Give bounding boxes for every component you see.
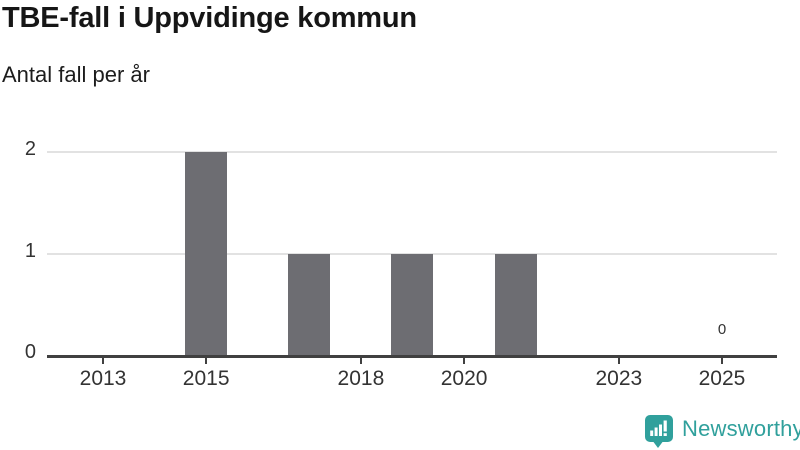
bar-2017 bbox=[288, 253, 331, 355]
x-axis-tick-label: 2018 bbox=[337, 367, 385, 390]
x-axis-tick bbox=[617, 358, 620, 364]
newsworthy-logo: Newsworthy bbox=[644, 413, 800, 449]
x-axis-tick bbox=[720, 358, 723, 364]
newsworthy-wordmark: Newsworthy bbox=[682, 416, 800, 441]
x-axis-tick bbox=[102, 358, 104, 364]
chart-title: TBE-fall i Uppvidinge kommun bbox=[2, 2, 417, 34]
gridline bbox=[47, 151, 777, 153]
bar-2019 bbox=[391, 253, 434, 355]
y-axis-tick-label: 0 bbox=[24, 341, 36, 363]
newsworthy-bar-chart-speech-bubble-icon bbox=[645, 414, 673, 448]
chart-subtitle: Antal fall per år bbox=[2, 62, 150, 87]
x-axis-tick bbox=[205, 358, 208, 364]
bar-2021 bbox=[494, 253, 537, 355]
x-axis-tick bbox=[463, 358, 466, 364]
x-axis-tick-label: 2025 bbox=[698, 367, 746, 390]
y-axis-tick-label: 1 bbox=[24, 239, 36, 262]
x-axis-line bbox=[47, 355, 777, 358]
x-axis-tick-label: 2013 bbox=[79, 367, 127, 390]
x-axis-tick-label: 2020 bbox=[440, 367, 488, 390]
last-value-annotation: 0 bbox=[717, 321, 727, 338]
bar-2015 bbox=[185, 152, 228, 355]
x-axis-tick-label: 2015 bbox=[182, 367, 230, 390]
x-axis-tick bbox=[359, 358, 362, 364]
y-axis-tick-label: 2 bbox=[24, 138, 36, 160]
x-axis-tick-label: 2023 bbox=[595, 367, 643, 390]
